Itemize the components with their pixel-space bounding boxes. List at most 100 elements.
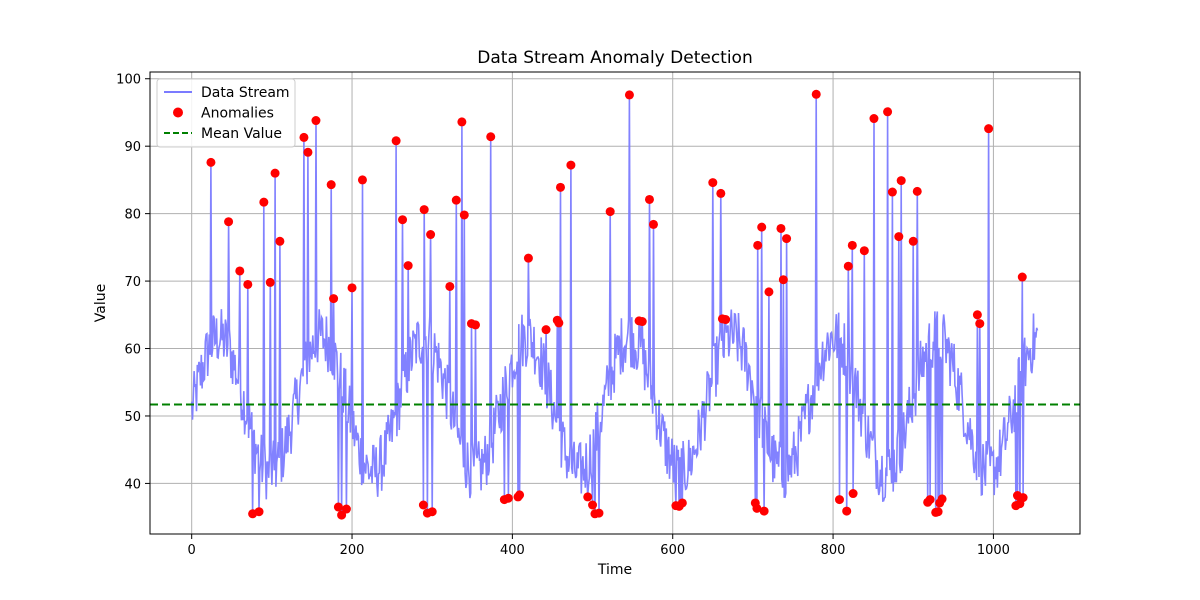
anomaly-point: [776, 223, 786, 233]
anomaly-point: [326, 180, 336, 190]
y-tick-label: 60: [124, 343, 141, 358]
legend-label: Mean Value: [201, 126, 282, 142]
y-tick-label: 90: [124, 140, 141, 155]
anomaly-point: [347, 283, 357, 293]
anomaly-point: [984, 124, 994, 134]
anomaly-point: [778, 275, 788, 285]
anomaly-point: [721, 315, 731, 325]
anomaly-point: [716, 188, 726, 198]
anomaly-point: [523, 253, 533, 263]
y-tick-label: 40: [124, 477, 141, 492]
anomaly-point: [848, 489, 858, 499]
anomaly-point: [357, 175, 367, 185]
anomaly-point: [637, 317, 647, 327]
anomaly-point: [896, 176, 906, 186]
anomaly-point: [782, 234, 792, 244]
anomaly-point: [605, 207, 615, 217]
anomaly-point: [1018, 493, 1028, 503]
anomaly-point: [842, 506, 852, 516]
x-tick-label: 1000: [977, 543, 1010, 558]
anomaly-point: [337, 510, 347, 520]
chart-title: Data Stream Anomaly Detection: [477, 48, 752, 68]
anomaly-point: [206, 157, 216, 167]
anomaly-point: [555, 182, 565, 192]
anomaly-point: [427, 507, 437, 517]
anomaly-point: [594, 508, 604, 518]
anomaly-point: [933, 507, 943, 517]
anomaly-point: [303, 147, 313, 157]
anomaly-point: [341, 504, 351, 514]
anomaly-point: [648, 219, 658, 229]
anomaly-point: [275, 236, 285, 246]
anomaly-point: [398, 215, 408, 225]
anomaly-point: [759, 506, 769, 516]
x-tick-label: 400: [500, 543, 525, 558]
anomaly-point: [588, 500, 598, 510]
anomaly-point: [459, 210, 469, 220]
anomaly-point: [235, 266, 245, 276]
y-tick-label: 70: [124, 275, 141, 290]
plot-frame: [149, 71, 1081, 535]
legend-marker-swatch: [173, 107, 183, 118]
x-axis-title: Time: [597, 562, 632, 578]
data-stream-line-layer: [190, 94, 1039, 516]
anomaly-point: [972, 310, 982, 320]
anomaly-point: [1017, 272, 1027, 282]
anomaly-point: [503, 493, 513, 503]
x-tick-label: 800: [821, 543, 846, 558]
anomaly-point: [299, 132, 309, 142]
x-tick-label: 600: [660, 543, 685, 558]
legend-label: Data Stream: [201, 85, 290, 101]
anomaly-point: [259, 197, 269, 207]
anomaly-point: [554, 318, 564, 328]
legend-box: [156, 78, 296, 148]
anomaly-point: [847, 240, 857, 250]
anomaly-points-layer: [206, 89, 1028, 520]
anomaly-point: [764, 287, 774, 297]
x-tick-label: 0: [188, 543, 196, 558]
anomaly-point: [925, 495, 935, 505]
anomaly-point: [624, 90, 634, 100]
legend-label: Anomalies: [201, 106, 274, 122]
x-tick-label: 200: [340, 543, 365, 558]
anomaly-point: [883, 107, 893, 117]
anomaly-point: [403, 261, 413, 271]
anomaly-point: [254, 507, 264, 517]
data-stream-line: [190, 94, 1039, 516]
anomaly-point: [426, 230, 436, 240]
anomaly-point: [329, 294, 339, 304]
anomaly-point: [811, 89, 821, 99]
anomaly-point: [419, 205, 429, 215]
anomaly-point: [566, 160, 576, 170]
y-tick-label: 80: [124, 208, 141, 223]
anomaly-point: [894, 232, 904, 242]
y-axis-title: Value: [93, 284, 109, 322]
anomaly-point: [451, 195, 461, 205]
anomaly-point: [445, 281, 455, 291]
anomaly-point: [752, 503, 762, 513]
anomaly-point: [869, 114, 879, 124]
anomaly-point: [908, 236, 918, 246]
anomaly-point: [859, 246, 869, 256]
anomaly-point: [834, 495, 844, 505]
anomaly-point: [753, 240, 763, 250]
legend: Data Stream Anomalies Mean Value: [156, 78, 296, 148]
anomaly-point: [708, 178, 718, 188]
anomaly-point: [418, 500, 428, 510]
anomaly-point: [486, 132, 496, 142]
anomaly-point: [265, 277, 275, 287]
y-tick-label: 50: [124, 410, 141, 425]
anomaly-point: [677, 498, 687, 508]
anomaly-point: [975, 319, 985, 329]
y-tick-label: 100: [116, 73, 141, 88]
anomaly-point: [224, 217, 234, 227]
anomaly-point: [333, 502, 343, 512]
anomaly-point: [583, 492, 593, 502]
anomaly-point: [937, 494, 947, 504]
anomaly-point: [515, 490, 525, 500]
anomaly-point: [757, 222, 767, 232]
anomaly-point: [843, 261, 853, 271]
anomaly-point: [541, 325, 551, 335]
anomaly-point: [887, 187, 897, 197]
